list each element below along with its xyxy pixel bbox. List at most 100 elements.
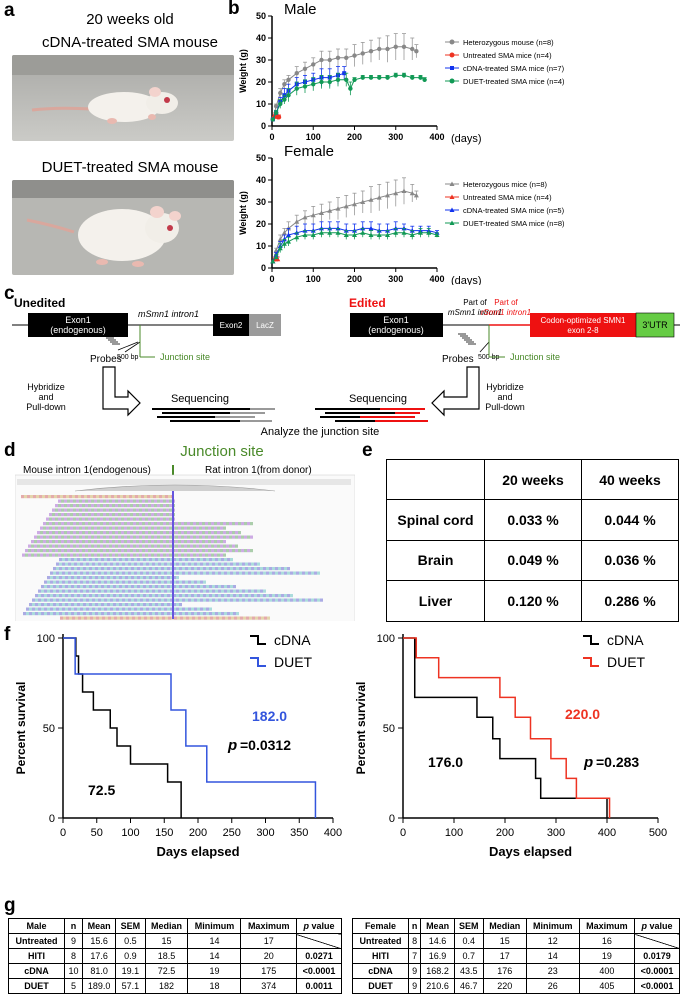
read-segment <box>183 616 186 620</box>
read-segment <box>157 504 160 508</box>
read-segment <box>116 585 119 589</box>
read-segment <box>149 580 152 584</box>
read-segment <box>264 616 267 620</box>
read-segment <box>173 571 176 575</box>
read-segment <box>109 553 112 557</box>
read-segment <box>197 571 200 575</box>
read-segment <box>272 598 275 602</box>
utr-label: 3'UTR <box>642 320 668 330</box>
x-tick-label: 400 <box>324 827 342 839</box>
data-point <box>376 195 382 200</box>
read-segment <box>86 594 89 598</box>
read-segment <box>74 567 77 571</box>
legend-label: cDNA <box>607 632 644 648</box>
legend-label: Untreated SMA mice (n=4) <box>463 51 552 60</box>
read-segment <box>176 585 179 589</box>
read-segment <box>103 553 106 557</box>
read-segment <box>46 517 49 521</box>
read-segment <box>211 535 214 539</box>
read-segment <box>161 562 164 566</box>
read-segment <box>76 499 79 503</box>
read-segment <box>46 553 49 557</box>
p-label: p <box>227 737 237 754</box>
read-segment <box>91 544 94 548</box>
read-segment <box>112 499 115 503</box>
read-segment <box>131 562 134 566</box>
read-segment <box>35 603 38 607</box>
read-segment <box>248 589 251 593</box>
read-segment <box>100 517 103 521</box>
read-segment <box>128 607 131 611</box>
read-segment <box>164 576 167 580</box>
read-segment <box>215 589 218 593</box>
read-segment <box>67 549 70 553</box>
read-segment <box>216 616 219 620</box>
read-segment <box>197 585 200 589</box>
read-segment <box>106 499 109 503</box>
read-segment <box>248 594 251 598</box>
read-segment <box>160 504 163 508</box>
data-point <box>360 230 366 235</box>
junction-frequency-table: 20 weeks 40 weeks Spinal cord 0.033 % 0.… <box>386 459 679 622</box>
x-tick-label: 200 <box>496 827 514 839</box>
read-segment <box>155 598 158 602</box>
read-segment <box>215 571 218 575</box>
read-segment <box>196 531 199 535</box>
read-segment <box>145 549 148 553</box>
read-segment <box>230 612 233 616</box>
read-segment <box>140 612 143 616</box>
read-segment <box>197 580 200 584</box>
read-segment <box>45 495 48 499</box>
read-segment <box>67 513 70 517</box>
read-segment <box>226 522 229 526</box>
read-segment <box>63 616 66 620</box>
read-segment <box>133 522 136 526</box>
read-segment <box>79 544 82 548</box>
read-segment <box>118 499 121 503</box>
read-segment <box>145 540 148 544</box>
read-segment <box>254 589 257 593</box>
male-survival-chart: Male050100050100150200250300350400Percen… <box>14 625 342 859</box>
data-point <box>414 49 419 54</box>
stats-cell: 182 <box>144 978 189 994</box>
read-segment <box>74 571 77 575</box>
read-segment <box>226 549 229 553</box>
read-segment <box>233 585 236 589</box>
e-header-20w: 20 weeks <box>484 459 582 500</box>
read-segment <box>275 567 278 571</box>
read-segment <box>49 513 52 517</box>
read-segment <box>194 558 197 562</box>
read-segment <box>41 598 44 602</box>
read-segment <box>58 535 61 539</box>
read-segment <box>209 558 212 562</box>
read-segment <box>99 495 102 499</box>
read-segment <box>40 544 43 548</box>
read-segment <box>112 540 115 544</box>
read-segment <box>148 553 151 557</box>
read-segment <box>69 616 72 620</box>
read-segment <box>118 544 121 548</box>
legend-step <box>583 635 599 645</box>
read-segment <box>130 526 133 530</box>
read-segment <box>220 535 223 539</box>
read-segment <box>97 540 100 544</box>
read-segment <box>100 513 103 517</box>
read-segment <box>226 535 229 539</box>
read-segment <box>33 495 36 499</box>
data-point <box>385 75 390 80</box>
read-segment <box>153 616 156 620</box>
read-segment <box>55 522 58 526</box>
read-segment <box>145 504 148 508</box>
read-segment <box>190 553 193 557</box>
read-segment <box>217 526 220 530</box>
read-segment <box>218 558 221 562</box>
read-segment <box>223 544 226 548</box>
read-segment <box>247 535 250 539</box>
read-segment <box>184 526 187 530</box>
read-segment <box>91 531 94 535</box>
read-segment <box>74 576 77 580</box>
read-segment <box>83 558 86 562</box>
read-segment <box>308 571 311 575</box>
read-segment <box>221 558 224 562</box>
legend-marker <box>449 194 455 199</box>
